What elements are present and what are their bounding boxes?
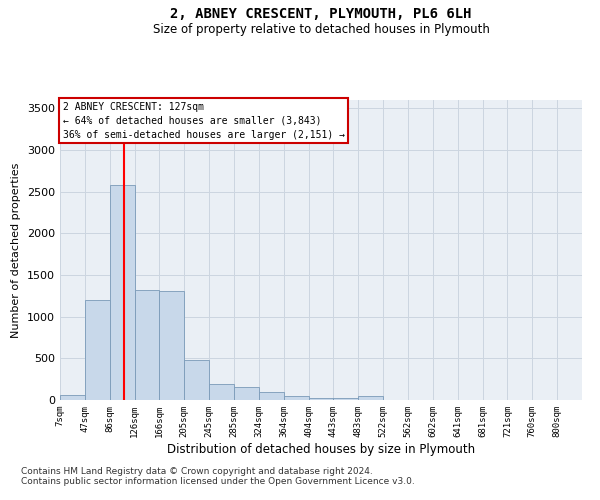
Bar	[358, 396, 383, 400]
Text: 2, ABNEY CRESCENT, PLYMOUTH, PL6 6LH: 2, ABNEY CRESCENT, PLYMOUTH, PL6 6LH	[170, 8, 472, 22]
Bar	[234, 387, 259, 400]
Text: Contains public sector information licensed under the Open Government Licence v3: Contains public sector information licen…	[21, 478, 415, 486]
Bar	[259, 392, 284, 400]
Bar	[110, 185, 134, 400]
Bar	[60, 396, 85, 400]
Bar	[184, 360, 209, 400]
Text: 2 ABNEY CRESCENT: 127sqm
← 64% of detached houses are smaller (3,843)
36% of sem: 2 ABNEY CRESCENT: 127sqm ← 64% of detach…	[62, 102, 344, 140]
Bar	[209, 384, 234, 400]
Y-axis label: Number of detached properties: Number of detached properties	[11, 162, 22, 338]
Bar	[308, 398, 334, 400]
Text: Size of property relative to detached houses in Plymouth: Size of property relative to detached ho…	[152, 24, 490, 36]
Bar	[334, 398, 358, 400]
Text: Contains HM Land Registry data © Crown copyright and database right 2024.: Contains HM Land Registry data © Crown c…	[21, 468, 373, 476]
Bar	[284, 396, 308, 400]
Bar	[134, 290, 160, 400]
Text: Distribution of detached houses by size in Plymouth: Distribution of detached houses by size …	[167, 442, 475, 456]
Bar	[85, 300, 110, 400]
Bar	[160, 291, 184, 400]
